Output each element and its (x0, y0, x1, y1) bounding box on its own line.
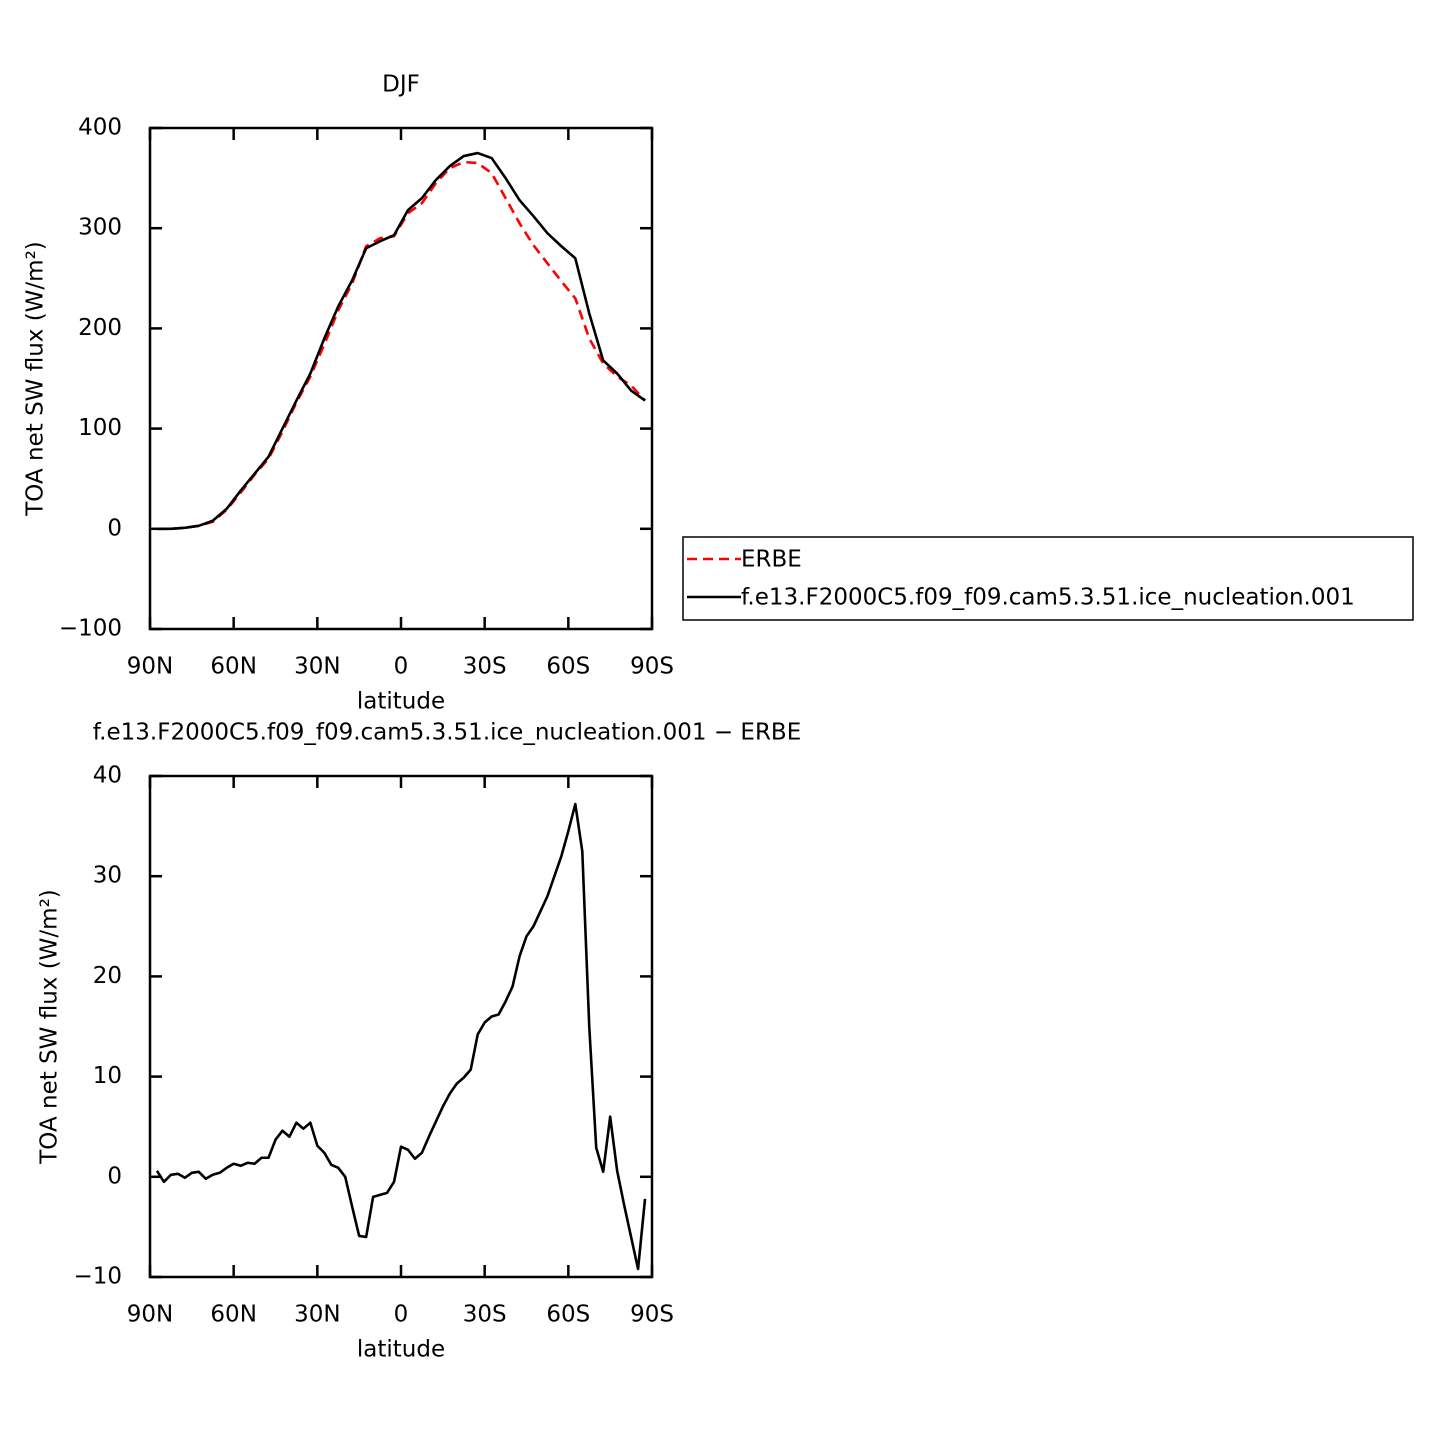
y-tick-label: 0 (107, 515, 122, 541)
x-tick-label: 60N (210, 1302, 256, 1328)
x-tick-label: 0 (394, 654, 409, 680)
x-axis-label: latitude (357, 1337, 445, 1363)
x-tick-label: 30N (294, 654, 340, 680)
x-tick-label: 90S (630, 654, 674, 680)
y-tick-label: 0 (107, 1163, 122, 1189)
y-tick-label: 40 (93, 763, 122, 789)
y-tick-label: 20 (93, 963, 122, 989)
x-tick-label: 60S (546, 1302, 590, 1328)
y-tick-label: 300 (78, 215, 122, 241)
y-tick-label: 400 (78, 115, 122, 141)
y-tick-label: −100 (59, 616, 122, 642)
x-tick-label: 30N (294, 1302, 340, 1328)
chart-title: DJF (382, 72, 420, 98)
plot-frame (148, 126, 654, 631)
legend-label: f.e13.F2000C5.f09_f09.cam5.3.51.ice_nucl… (741, 585, 1355, 611)
y-tick-label: 10 (93, 1063, 122, 1089)
plot-frame (148, 774, 654, 1279)
x-axis-label: latitude (357, 689, 445, 715)
x-tick-label: 30S (463, 1302, 507, 1328)
x-tick-label: 90S (630, 1302, 674, 1328)
y-axis-label: TOA net SW flux (W/m²) (23, 241, 49, 517)
data-line (156, 151, 646, 531)
legend-label: ERBE (741, 547, 802, 573)
x-tick-label: 60N (210, 654, 256, 680)
x-tick-label: 60S (546, 654, 590, 680)
data-line (155, 802, 647, 1271)
y-axis-label: TOA net SW flux (W/m²) (37, 889, 63, 1165)
y-tick-label: 100 (78, 415, 122, 441)
y-tick-label: 200 (78, 315, 122, 341)
x-tick-label: 30S (463, 654, 507, 680)
x-tick-label: 90N (127, 654, 173, 680)
legend-box (682, 536, 1414, 621)
y-tick-label: 30 (93, 863, 122, 889)
x-tick-label: 0 (394, 1302, 409, 1328)
chart-title: f.e13.F2000C5.f09_f09.cam5.3.51.ice_nucl… (93, 720, 802, 746)
y-tick-label: −10 (73, 1264, 122, 1290)
data-line (156, 160, 646, 531)
x-tick-label: 90N (127, 1302, 173, 1328)
